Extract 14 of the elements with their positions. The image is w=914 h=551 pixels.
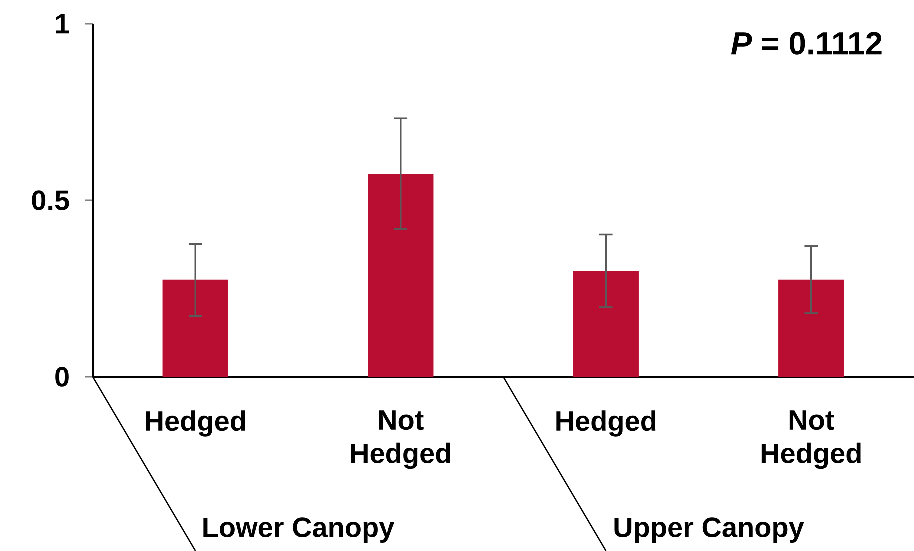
x-tick-label: Hedged — [146, 410, 246, 437]
bar — [778, 280, 844, 378]
bar — [368, 174, 434, 378]
y-tick-label: 0 — [56, 367, 69, 387]
y-tick-label: 1 — [56, 14, 70, 34]
text: Lower Canopy — [204, 518, 395, 544]
text: Upper Canopy — [614, 518, 804, 544]
x-tick-label: Hedged — [556, 410, 656, 437]
x-tick-label: Not Hedged — [762, 410, 861, 470]
y-tick-label: 0.5 — [32, 190, 70, 210]
bar — [162, 280, 228, 378]
x-tick-label: Not Hedged — [351, 410, 450, 470]
annotation: P = 0.1112 — [731, 32, 882, 55]
bar — [573, 271, 639, 378]
